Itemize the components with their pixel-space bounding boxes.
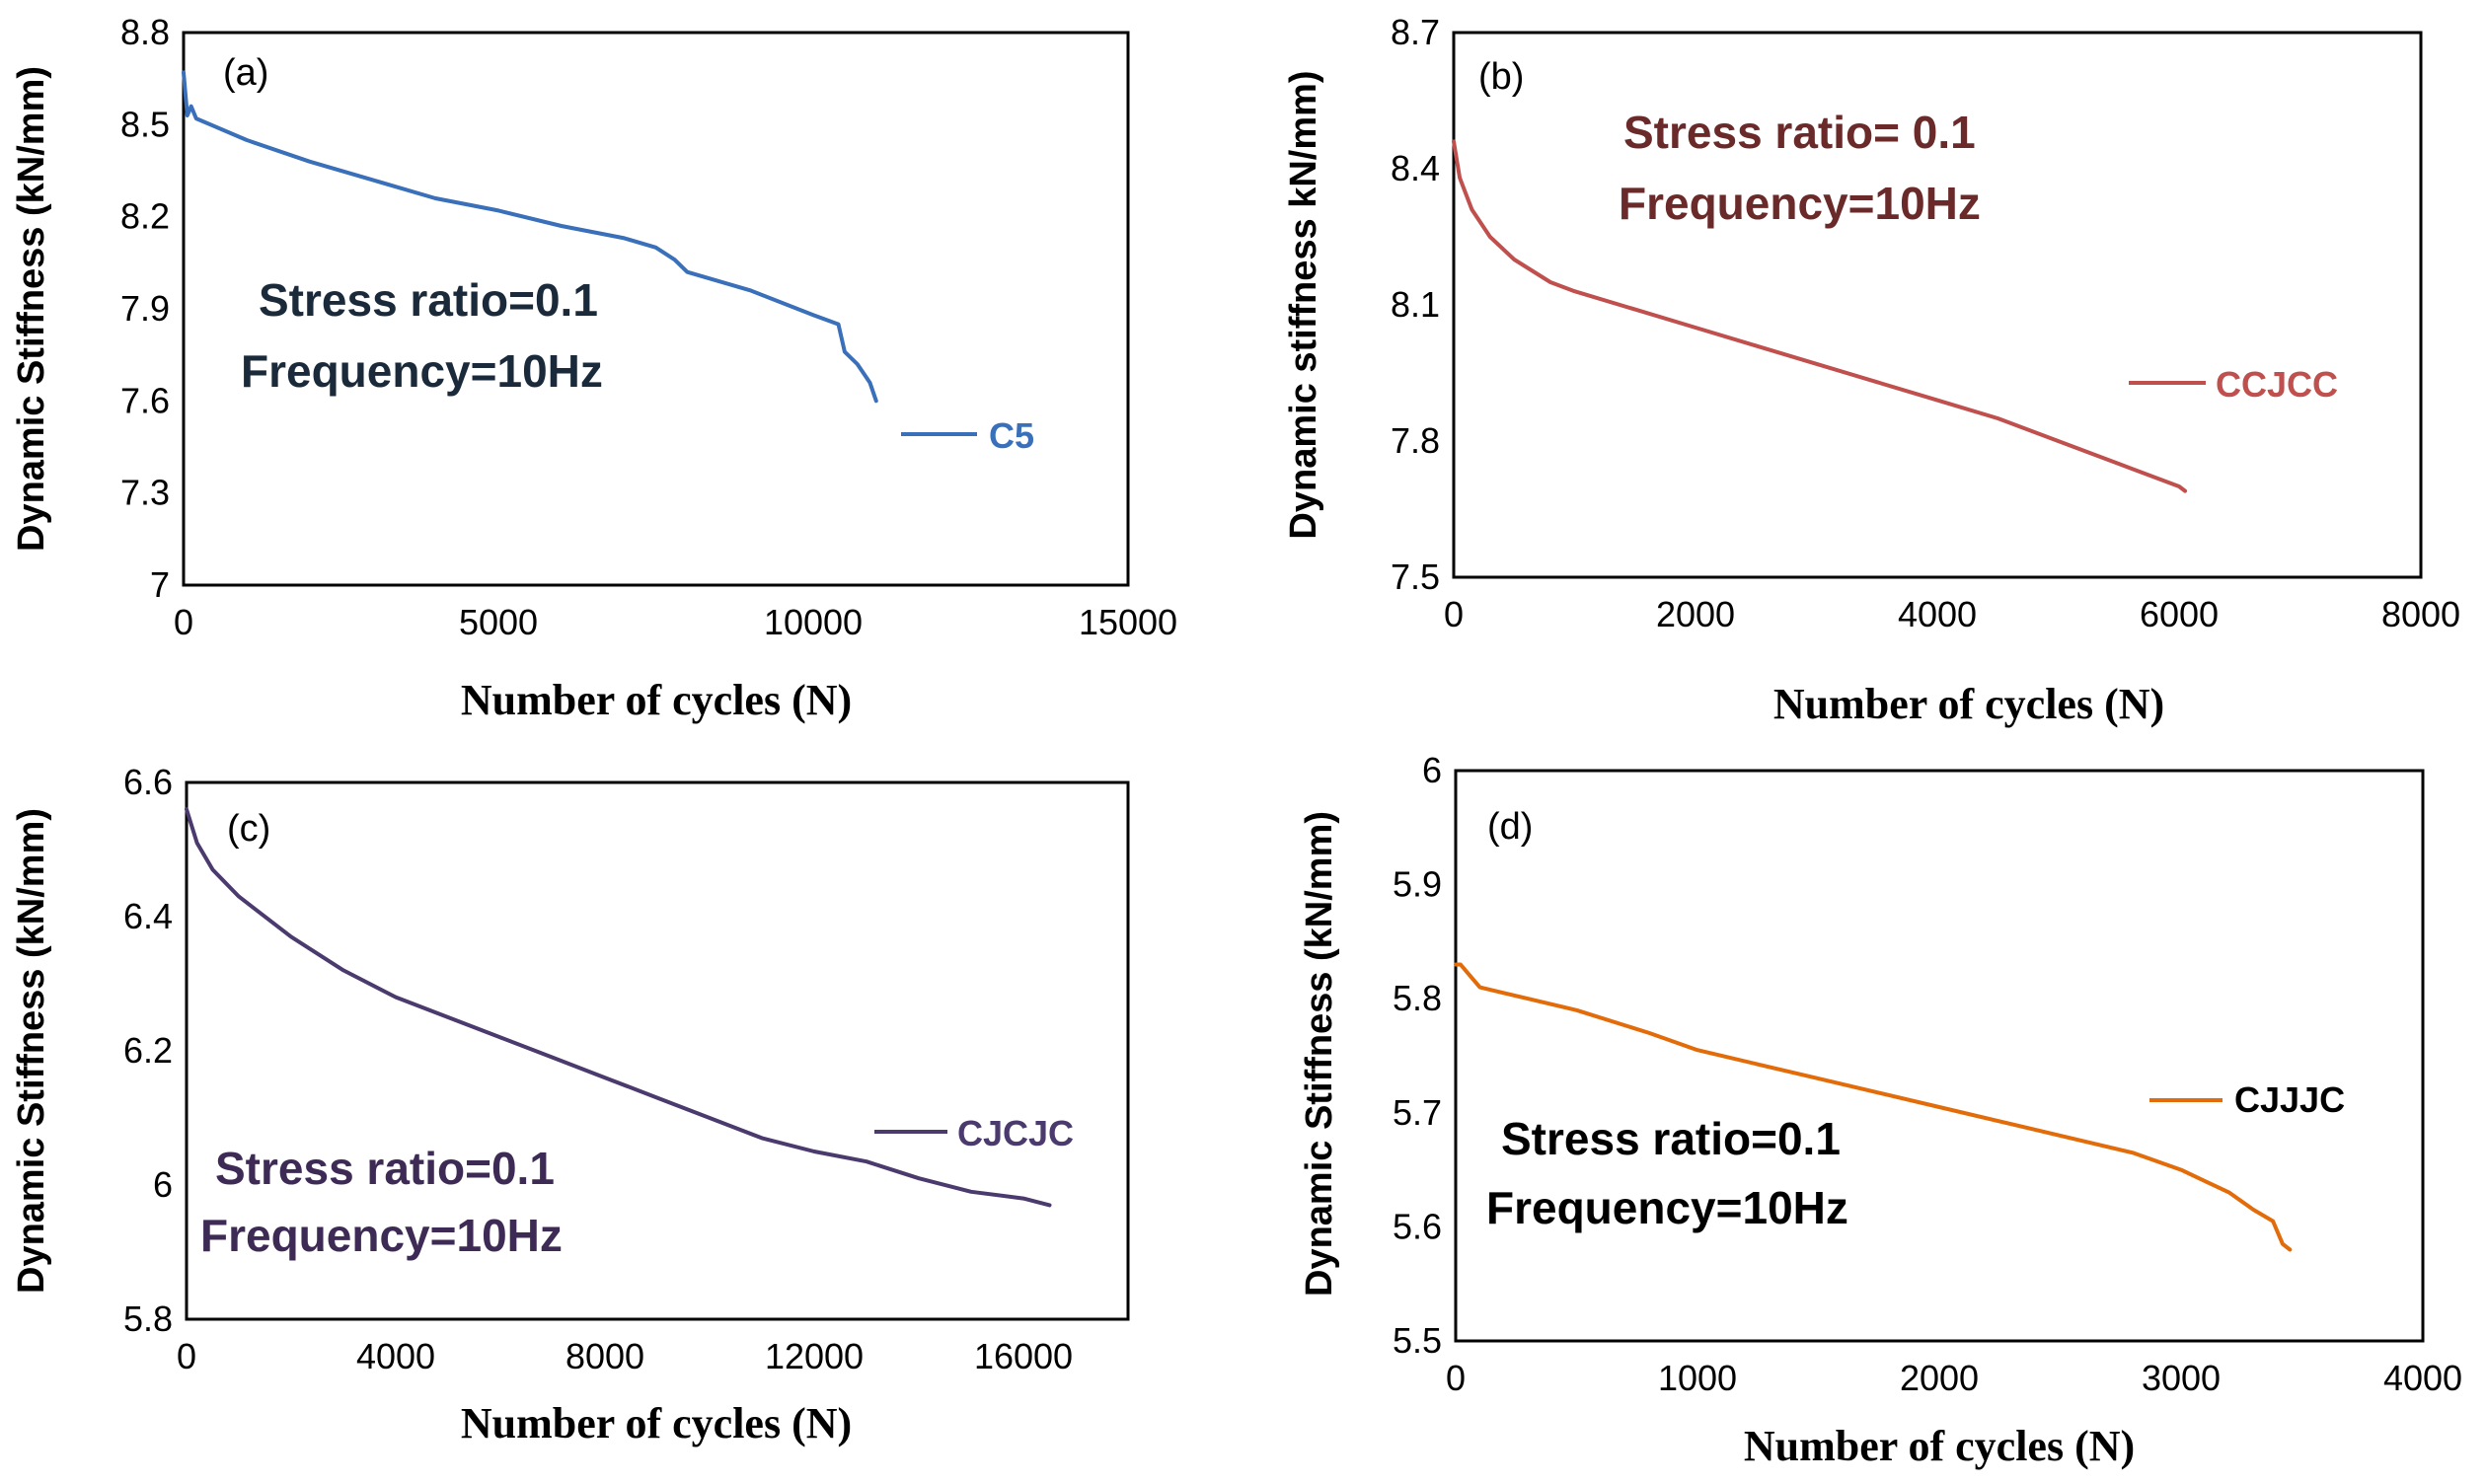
series-line-cjcjc bbox=[185, 807, 1052, 1208]
x-tick-label: 0 bbox=[1446, 1358, 1466, 1398]
panel-label: (c) bbox=[227, 808, 270, 850]
y-tick-labels: 7.5 7.8 8.1 8.4 8.7 bbox=[1391, 12, 1440, 597]
panel-label: (d) bbox=[1487, 806, 1533, 848]
x-tick-label: 2000 bbox=[1656, 594, 1735, 634]
y-tick-label: 6.2 bbox=[123, 1030, 173, 1071]
y-tick-label: 8.8 bbox=[120, 12, 170, 52]
plot-area-border bbox=[182, 31, 1130, 587]
y-axis-title: Dynamic stiffness kN/mm) bbox=[1283, 70, 1324, 539]
annotation-frequency: Frequency=10Hz bbox=[1619, 178, 1981, 229]
legend-label-c5: C5 bbox=[989, 415, 1034, 456]
x-tick-label: 6000 bbox=[2140, 594, 2219, 634]
x-tick-labels: 0 5000 10000 15000 bbox=[174, 602, 1177, 642]
x-tick-label: 12000 bbox=[765, 1336, 864, 1376]
x-tick-label: 10000 bbox=[764, 602, 863, 642]
y-tick-label: 5.8 bbox=[123, 1298, 173, 1339]
x-tick-label: 0 bbox=[177, 1336, 196, 1376]
x-tick-label: 1000 bbox=[1658, 1358, 1737, 1398]
annotation-stress-ratio: Stress ratio= 0.1 bbox=[1623, 107, 1976, 158]
chart-panel-d: 5.5 5.6 5.7 5.8 5.9 6 0 1000 2000 3000 4000 (d) S… bbox=[1299, 750, 2462, 1470]
plot-area-border bbox=[1452, 31, 2423, 579]
panel-label: (a) bbox=[223, 52, 268, 94]
y-axis-title: Dynamic Stiffness (kN/mm) bbox=[11, 66, 52, 552]
panel-label: (b) bbox=[1478, 56, 1524, 98]
y-tick-label: 8.5 bbox=[120, 104, 170, 144]
annotation-stress-ratio: Stress ratio=0.1 bbox=[215, 1143, 555, 1194]
x-tick-label: 4000 bbox=[356, 1336, 435, 1376]
y-tick-label: 7.5 bbox=[1391, 556, 1440, 597]
x-tick-labels: 0 2000 4000 6000 8000 bbox=[1444, 594, 2460, 634]
annotation-frequency: Frequency=10Hz bbox=[200, 1210, 563, 1261]
x-tick-labels: 0 4000 8000 12000 16000 bbox=[177, 1336, 1073, 1376]
y-tick-label: 7 bbox=[150, 564, 170, 605]
y-tick-label: 8.7 bbox=[1391, 12, 1440, 52]
series-line-c5 bbox=[182, 70, 878, 404]
y-tick-label: 6.6 bbox=[123, 762, 173, 802]
series-lines bbox=[185, 807, 1052, 1208]
legend-label-cjjjc: CJJJC bbox=[2234, 1079, 2345, 1120]
x-tick-label: 16000 bbox=[974, 1336, 1073, 1376]
x-tick-label: 3000 bbox=[2142, 1358, 2221, 1398]
y-tick-label: 5.6 bbox=[1393, 1206, 1442, 1246]
y-tick-label: 8.1 bbox=[1391, 284, 1440, 325]
annotation-stress-ratio: Stress ratio=0.1 bbox=[259, 274, 598, 326]
x-tick-label: 4000 bbox=[1898, 594, 1977, 634]
x-tick-label: 4000 bbox=[2383, 1358, 2462, 1398]
y-tick-label: 5.9 bbox=[1393, 864, 1442, 905]
annotation-frequency: Frequency=10Hz bbox=[1486, 1182, 1848, 1233]
plot-area-border bbox=[185, 780, 1130, 1321]
y-tick-label: 8.4 bbox=[1391, 148, 1440, 188]
chart-panel-b: 7.5 7.8 8.1 8.4 8.7 0 2000 4000 6000 8000 (b) St… bbox=[1283, 12, 2460, 728]
y-axis-title: Dynamic Stiffness (kN/mm) bbox=[1299, 811, 1340, 1297]
x-tick-labels: 0 1000 2000 3000 4000 bbox=[1446, 1358, 2462, 1398]
x-tick-label: 2000 bbox=[1900, 1358, 1979, 1398]
x-axis-title: Number of cycles (N) bbox=[1744, 1422, 2135, 1470]
y-tick-label: 7.8 bbox=[1391, 420, 1440, 461]
series-line-cjjjc bbox=[1454, 962, 2293, 1252]
chart-panel-a: 77.37.67.98.28.58.8 0 5000 10000 15000 (a) … bbox=[11, 12, 1177, 724]
y-tick-label: 6 bbox=[1422, 750, 1442, 790]
series-lines bbox=[182, 70, 878, 404]
y-tick-label: 6 bbox=[153, 1164, 173, 1205]
y-tick-label: 5.7 bbox=[1393, 1092, 1442, 1133]
y-tick-label: 6.4 bbox=[123, 896, 173, 936]
y-tick-label: 8.2 bbox=[120, 196, 170, 237]
y-tick-label: 7.3 bbox=[120, 473, 170, 513]
x-axis-title: Number of cycles (N) bbox=[461, 1399, 852, 1447]
y-axis-title: Dynamic Stiffness (kN/mm) bbox=[11, 808, 52, 1294]
y-tick-label: 5.8 bbox=[1393, 978, 1442, 1018]
series-lines bbox=[1452, 139, 2188, 493]
y-tick-label: 7.6 bbox=[120, 380, 170, 420]
x-tick-label: 15000 bbox=[1079, 602, 1177, 642]
x-axis-title: Number of cycles (N) bbox=[1773, 680, 2164, 728]
x-tick-label: 8000 bbox=[565, 1336, 644, 1376]
annotation-stress-ratio: Stress ratio=0.1 bbox=[1501, 1113, 1841, 1164]
legend-label-cjcjc: CJCJC bbox=[957, 1113, 1074, 1153]
y-tick-labels: 5.8 6 6.2 6.4 6.6 bbox=[123, 762, 173, 1339]
legend-label-ccjcc: CCJCC bbox=[2216, 364, 2338, 405]
x-tick-label: 0 bbox=[1444, 594, 1464, 634]
annotation-frequency: Frequency=10Hz bbox=[241, 345, 603, 397]
x-tick-label: 0 bbox=[174, 602, 193, 642]
y-tick-labels: 5.5 5.6 5.7 5.8 5.9 6 bbox=[1393, 750, 1442, 1361]
chart-panel-c: 5.8 6 6.2 6.4 6.6 0 4000 8000 12000 16000 (c) St… bbox=[11, 762, 1130, 1447]
plot-area-border bbox=[1454, 769, 2425, 1343]
series-lines bbox=[1454, 962, 2293, 1252]
y-tick-label: 5.5 bbox=[1393, 1320, 1442, 1361]
x-axis-title: Number of cycles (N) bbox=[461, 676, 852, 724]
x-tick-label: 5000 bbox=[459, 602, 538, 642]
y-tick-labels: 7 7.3 7.6 7.9 8.2 8.5 8.8 bbox=[120, 12, 170, 605]
y-tick-label: 7.9 bbox=[120, 288, 170, 329]
series-line-ccjcc bbox=[1452, 139, 2188, 493]
x-tick-label: 8000 bbox=[2381, 594, 2460, 634]
